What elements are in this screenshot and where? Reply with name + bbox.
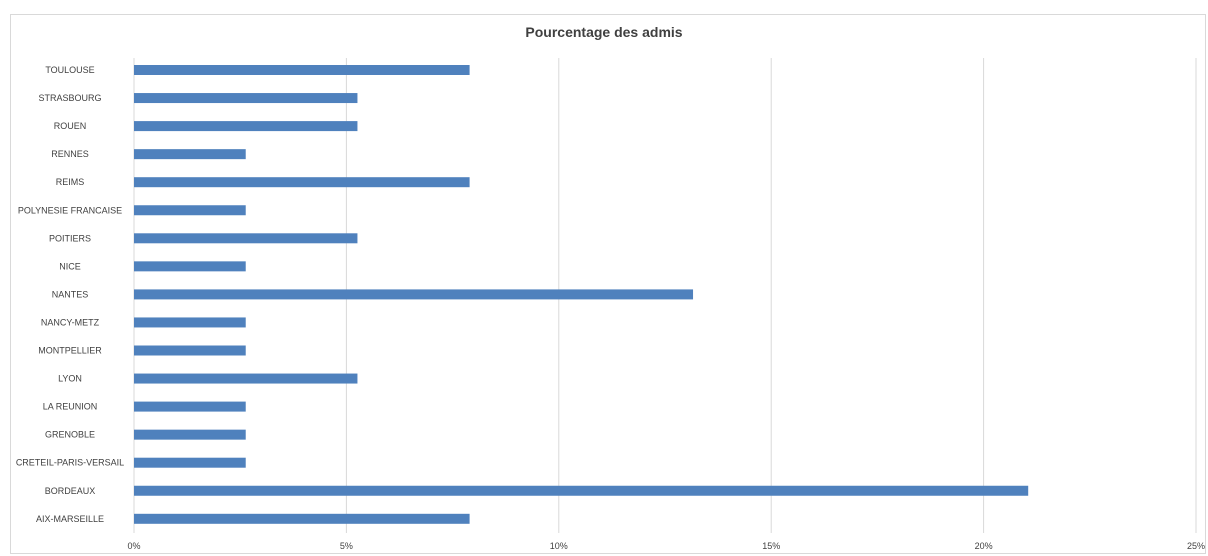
x-tick-label: 10% xyxy=(550,541,568,551)
bar xyxy=(134,177,470,188)
x-tick-labels: 0% 5% 10% 15% 20% 25% xyxy=(127,541,1205,551)
category-label: STRASBOURG xyxy=(38,93,101,103)
category-label: AIX-MARSEILLE xyxy=(36,514,104,524)
x-tick-label: 25% xyxy=(1187,541,1205,551)
category-label: RENNES xyxy=(51,149,89,159)
bar xyxy=(134,65,470,75)
bar xyxy=(134,205,246,216)
x-tick-label: 15% xyxy=(762,541,780,551)
category-label: BORDEAUX xyxy=(45,486,96,496)
chart-title: Pourcentage des admis xyxy=(525,24,683,40)
category-label: LYON xyxy=(58,374,82,384)
x-tick-label: 20% xyxy=(975,541,993,551)
bar xyxy=(134,513,470,524)
category-label: REIMS xyxy=(56,177,85,187)
category-label: GRENOBLE xyxy=(45,430,95,440)
category-label: LA REUNION xyxy=(43,402,98,412)
category-label: POLYNESIE FRANCAISE xyxy=(18,205,122,215)
category-label: NANTES xyxy=(52,289,89,299)
category-label: NANCY-METZ xyxy=(41,317,100,327)
category-label: POITIERS xyxy=(49,233,91,243)
bar xyxy=(134,401,246,412)
x-tick-label: 5% xyxy=(340,541,353,551)
bar xyxy=(134,373,358,384)
bar xyxy=(134,317,246,328)
bar xyxy=(134,149,246,160)
bar xyxy=(134,345,246,356)
x-tick-label: 0% xyxy=(127,541,140,551)
bar xyxy=(134,289,694,300)
bar xyxy=(134,93,358,104)
bar xyxy=(134,233,358,244)
bars xyxy=(134,65,1029,524)
category-labels: TOULOUSE STRASBOURG ROUEN RENNES REIMS POLYNE… xyxy=(16,65,124,524)
category-label: NICE xyxy=(59,261,81,271)
bar xyxy=(134,485,1029,496)
category-label: MONTPELLIER xyxy=(38,346,102,356)
category-label: TOULOUSE xyxy=(45,65,94,75)
bar xyxy=(134,121,358,132)
bar xyxy=(134,457,246,468)
category-label: ROUEN xyxy=(54,121,87,131)
bar xyxy=(134,261,246,272)
bar xyxy=(134,429,246,440)
category-label: CRETEIL-PARIS-VERSAIL xyxy=(16,458,124,468)
